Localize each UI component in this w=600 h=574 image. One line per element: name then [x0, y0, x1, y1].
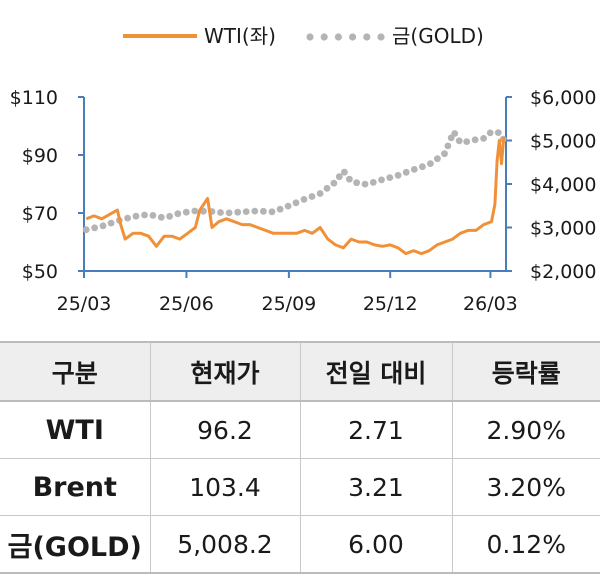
gold-series-point [463, 138, 471, 146]
gold-series-point [99, 222, 107, 230]
gold-series-point [451, 130, 459, 137]
left-axis-tick-label: $50 [22, 261, 58, 283]
gold-series-point [323, 184, 331, 192]
x-axis-tick-label: 25/09 [261, 293, 316, 315]
gold-series-point [124, 214, 131, 222]
header-change: 전일 대비 [299, 341, 452, 402]
right-axis-tick-label: $4,000 [530, 174, 596, 196]
gold-series-point [292, 199, 300, 207]
gold-series-point [402, 168, 410, 176]
price-chart: WTI(좌) 금(GOLD) $110 $90 $70 $50 $6,000 $5,000 $4… [10, 24, 597, 315]
legend-swatch-gold-dot [377, 33, 385, 41]
gold-series-point [268, 208, 276, 216]
gold-series-point [284, 202, 292, 210]
gold-series-point [300, 196, 308, 203]
gold-series-point [386, 174, 394, 182]
gold-series-point [480, 135, 487, 142]
gold-series-point [149, 212, 157, 219]
x-axis-tick-label: 26/03 [463, 293, 518, 315]
gold-series-point [225, 209, 233, 217]
gold-series-point [346, 175, 353, 183]
gold-series-point [132, 212, 140, 220]
gold-series-point [251, 207, 259, 215]
gold-series-point [341, 168, 348, 176]
x-axis-tick-label: 25/12 [363, 293, 418, 315]
gold-series-point [166, 212, 174, 220]
gold-series-point [276, 205, 284, 213]
change-cell: 2.71 [299, 401, 452, 459]
gold-series-point [82, 226, 90, 234]
gold-series-point [361, 180, 369, 188]
gold-series-point [441, 150, 448, 158]
right-axis-tick-label: $2,000 [530, 261, 596, 283]
right-axis-tick-label: $3,000 [530, 218, 596, 240]
chart-area: WTI(좌) 금(GOLD) $110 $90 $70 $50 $6,000 $5,000 $4… [10, 24, 597, 315]
gold-series-point [369, 179, 377, 186]
gold-series-point [335, 173, 343, 181]
change-cell: 3.21 [299, 458, 452, 516]
gold-series-point [353, 179, 360, 187]
table-header-row: 구분 현재가 전일 대비 등락률 [0, 341, 600, 402]
legend-swatch-gold-dot [349, 33, 357, 41]
legend-swatch-gold-dot [320, 33, 328, 41]
gold-series-point [378, 176, 385, 184]
gold-series-point [260, 207, 267, 215]
change-cell: 6.00 [299, 515, 452, 574]
legend-swatch-gold-dot [334, 33, 342, 41]
legend-swatch-gold-dot [306, 33, 314, 41]
gold-series-point [330, 179, 338, 187]
gold-series-point [471, 136, 479, 144]
table-row-wti: WTI 96.2 2.71 2.90% [0, 401, 600, 459]
header-change-rate: 등락률 [451, 341, 600, 402]
left-axis-tick-label: $70 [22, 203, 58, 225]
gold-series-point [217, 209, 224, 216]
table-row-brent: Brent 103.4 3.21 3.20% [0, 458, 600, 516]
right-axis-tick-label: $5,000 [530, 131, 596, 153]
x-axis-tick-label: 25/06 [159, 293, 214, 315]
row-label: Brent [0, 458, 150, 516]
gold-series-point [182, 208, 190, 216]
change-rate-cell: 3.20% [451, 458, 600, 516]
gold-series-point [107, 219, 115, 227]
x-axis-tick-label: 25/03 [57, 293, 112, 315]
gold-series-point [419, 163, 426, 171]
change-rate-cell: 2.90% [451, 401, 600, 459]
gold-series-point [427, 160, 434, 168]
current-price-cell: 103.4 [149, 458, 300, 516]
legend-label-gold: 금(GOLD) [392, 24, 484, 48]
gold-series-point [157, 213, 165, 221]
change-rate-cell: 0.12% [451, 515, 600, 574]
gold-series-point [444, 142, 452, 150]
legend-label-wti: WTI(좌) [204, 24, 276, 48]
gold-series-point [91, 224, 98, 232]
header-category: 구분 [0, 341, 150, 402]
table-row-gold: 금(GOLD) 5,008.2 6.00 0.12% [0, 515, 600, 574]
gold-series-point [308, 193, 316, 200]
gold-series-point [174, 210, 182, 218]
left-axis-tick-label: $110 [10, 87, 58, 109]
gold-series-point [234, 208, 242, 216]
left-axis-tick-label: $90 [22, 145, 58, 167]
gold-series-point [455, 137, 463, 145]
wti-series-line [85, 136, 506, 256]
legend-swatch-gold-dot [363, 33, 371, 41]
gold-series-point [141, 211, 148, 219]
gold-series-point [434, 155, 441, 163]
gold-series-point [494, 129, 502, 137]
gold-series-point [191, 207, 199, 215]
gold-series-point [410, 166, 418, 173]
row-label: WTI [0, 401, 150, 459]
header-current-price: 현재가 [149, 341, 300, 402]
row-label: 금(GOLD) [0, 515, 150, 574]
gold-series-point [394, 171, 402, 179]
current-price-cell: 96.2 [149, 401, 300, 459]
current-price-cell: 5,008.2 [149, 515, 300, 574]
quote-table: 구분 현재가 전일 대비 등락률 WTI 96.2 2.71 2.90% Bre… [0, 341, 600, 574]
right-axis-tick-label: $6,000 [530, 87, 596, 109]
gold-series-point [242, 208, 250, 216]
gold-series-point [316, 190, 324, 197]
gold-series-point [486, 129, 494, 137]
